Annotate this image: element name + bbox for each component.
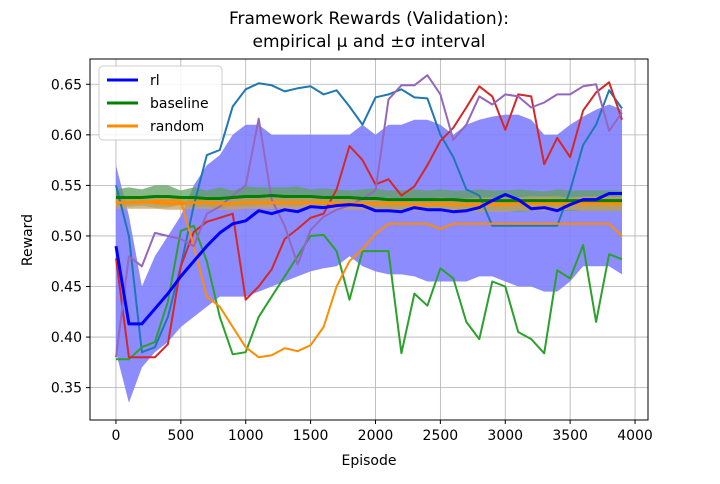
y-tick-label: 0.45 [51,280,82,296]
legend-label-rl: rl [150,73,160,89]
plot-frame [89,58,649,421]
run-line-9 [116,199,623,359]
x-tick-label: 2000 [358,428,394,444]
x-tick-label: 4000 [617,428,653,444]
x-tick-label: 3500 [552,428,588,444]
sigma-band-rl [116,104,622,403]
run-line-6 [115,82,623,354]
x-axis-label: Episode [342,453,397,469]
chart-title-line-1: Framework Rewards (Validation): [229,9,509,29]
legend: rl baseline random [98,65,223,141]
y-tick-label: 0.60 [51,128,82,144]
chart-title-line-2: empirical μ and ±σ interval [253,32,486,52]
legend-box [98,65,223,141]
mean-line-layer [114,192,622,326]
run-line-7 [116,224,623,361]
mean-line-baseline [116,194,622,203]
y-tick-label: 0.35 [51,381,82,397]
legend-label-baseline: baseline [150,96,209,112]
mean-line-random [116,200,622,207]
tick-layer: 0 500 1000 1500 2000 2500 3000 3500 4000 0.35 0.40… [51,77,653,444]
y-tick-label: 0.40 [51,330,82,346]
run-line-8 [115,81,623,359]
x-tick-label: 2500 [423,428,459,444]
x-tick-label: 1500 [293,428,329,444]
run-line-layer [115,74,623,361]
y-tick-label: 0.50 [51,229,82,245]
mean-line-rl [114,192,622,326]
y-tick-label: 0.55 [51,178,82,194]
x-tick-label: 500 [167,428,194,444]
x-tick-label: 0 [111,428,120,444]
run-line-10 [115,74,623,358]
x-tick-label: 1000 [228,428,264,444]
y-tick-label: 0.65 [51,77,82,93]
y-axis-label: Reward [20,214,36,266]
legend-label-random: random [150,119,204,135]
x-tick-label: 3000 [487,428,523,444]
